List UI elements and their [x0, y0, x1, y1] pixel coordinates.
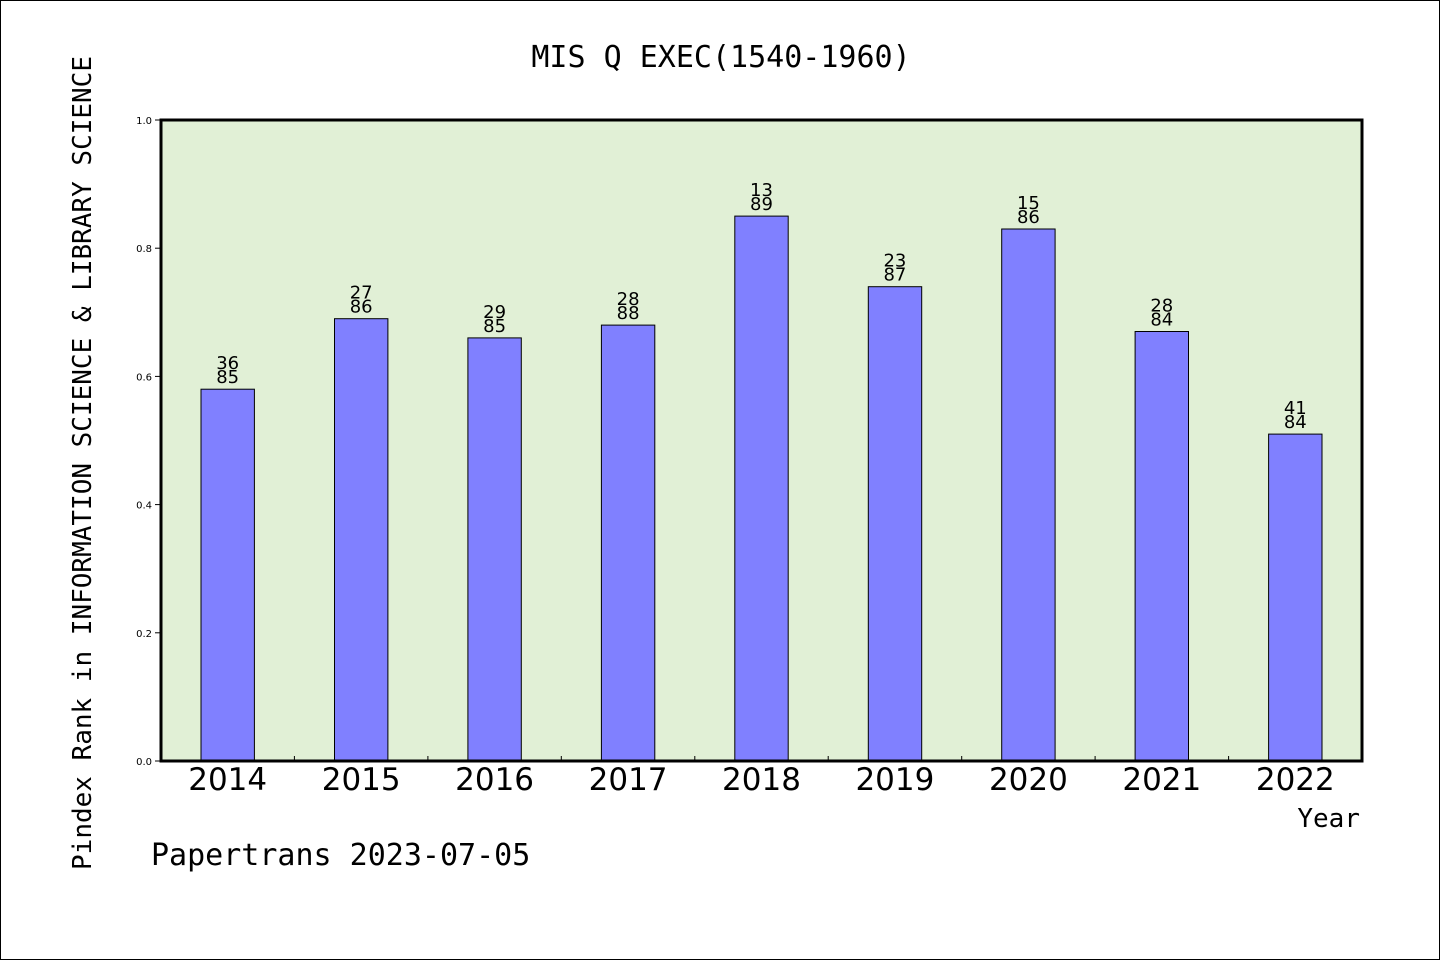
- y-tick-label-0.6: 0.6: [136, 372, 152, 383]
- bar-label-bottom-2017: 88: [617, 303, 640, 324]
- x-tick-label-2022: 2022: [1256, 762, 1335, 798]
- bar-label-top-2021: 28: [1150, 296, 1173, 317]
- bar-label-top-2018: 13: [750, 180, 773, 201]
- y-tick-label-0.0: 0.0: [136, 757, 152, 768]
- x-tick-label-2014: 2014: [188, 762, 267, 798]
- bar-label-bottom-2022: 84: [1284, 412, 1307, 433]
- bar-label-bottom-2021: 84: [1150, 310, 1173, 331]
- x-tick-label-2016: 2016: [455, 762, 534, 798]
- x-tick-label-2017: 2017: [589, 762, 668, 798]
- bar-2022: [1268, 433, 1323, 762]
- y-axis-label: Pindex Rank in INFORMATION SCIENCE & LIB…: [68, 56, 98, 870]
- y-tick-label-0.2: 0.2: [136, 629, 152, 640]
- bar-label-bottom-2018: 89: [750, 194, 773, 215]
- bar-label-top-2022: 41: [1284, 398, 1307, 419]
- bar-2019: [867, 286, 923, 762]
- bar-2020: [1001, 228, 1056, 762]
- bar-2015: [334, 318, 389, 762]
- bar-2014: [200, 388, 255, 762]
- bar-label-top-2017: 28: [617, 289, 640, 310]
- bar-label-bottom-2015: 86: [350, 297, 373, 318]
- x-tick-label-2021: 2021: [1122, 762, 1201, 798]
- bar-label-bottom-2016: 85: [483, 316, 506, 337]
- x-axis-label: Year: [1297, 804, 1360, 834]
- bar-label-bottom-2014: 85: [216, 367, 239, 388]
- bar-label-top-2020: 15: [1017, 193, 1040, 214]
- x-axis: 2014 2015 2016 2017 2018 2019 2020 2021 2022: [188, 756, 1335, 798]
- bar-label-bottom-2020: 86: [1017, 207, 1040, 228]
- bar-label-top-2016: 29: [483, 302, 506, 323]
- bar-2017: [600, 324, 656, 762]
- x-tick-label-2015: 2015: [322, 762, 401, 798]
- bar-2021: [1134, 331, 1189, 762]
- bar-label-bottom-2019: 87: [883, 265, 906, 286]
- footer-watermark: Papertrans 2023-07-05: [151, 838, 530, 873]
- bar-2016: [467, 337, 522, 762]
- bar-label-top-2015: 27: [350, 283, 373, 304]
- x-tick-label-2019: 2019: [855, 762, 934, 798]
- y-tick-label-1.0: 1.0: [136, 116, 152, 127]
- y-tick-label-0.4: 0.4: [136, 501, 152, 512]
- y-tick-label-0.8: 0.8: [136, 244, 152, 255]
- chart-title: MIS Q EXEC(1540-1960): [531, 40, 910, 75]
- y-axis: 0.0 0.2 0.4 0.6 0.8 1.0: [136, 116, 161, 768]
- x-tick-label-2020: 2020: [989, 762, 1068, 798]
- x-tick-label-2018: 2018: [722, 762, 801, 798]
- bars-group: [200, 215, 1323, 762]
- plot-frame: [159, 118, 1364, 763]
- bar-2018: [734, 215, 789, 762]
- bar-label-top-2014: 36: [216, 353, 239, 374]
- bar-label-top-2019: 23: [883, 251, 906, 272]
